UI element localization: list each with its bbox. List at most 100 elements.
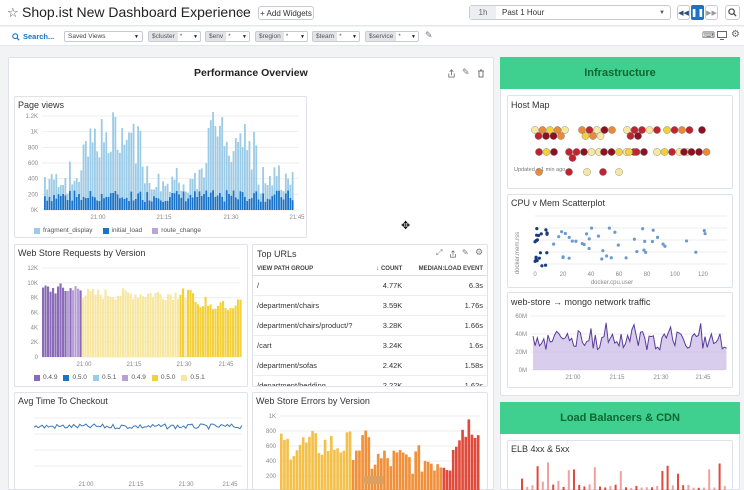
table-row[interactable]: /department/sofas 2.42K 1.58s <box>253 355 487 376</box>
bar-requests <box>104 289 107 357</box>
bar-initial-load <box>107 196 110 210</box>
host-hexagon <box>596 132 605 140</box>
bar-fragment-display <box>96 151 99 201</box>
scatter-point <box>570 239 574 243</box>
table-row[interactable]: /cart 3.24K 1.6s <box>253 335 487 356</box>
bar-errors <box>289 459 293 490</box>
host-hexagon <box>599 168 607 176</box>
col-count[interactable]: ↓ COUNT <box>368 263 407 276</box>
forward-button[interactable]: ▶▶ <box>705 5 718 20</box>
page-views-widget[interactable] <box>14 96 307 238</box>
y-tick-label: 400 <box>266 459 277 465</box>
bar-initial-load <box>219 192 221 210</box>
bar-initial-load <box>64 195 67 210</box>
legend-label: route_change <box>161 227 201 234</box>
edit-group-pencil-icon[interactable]: ✎ <box>462 67 470 77</box>
time-range-selector[interactable]: 1h Past 1 Hour ▼ <box>469 5 671 20</box>
y-tick-label: 200 <box>266 474 277 480</box>
template-var-cluster[interactable]: $cluster * ▼ <box>148 31 201 42</box>
zoom-search-button[interactable] <box>725 5 740 20</box>
bar-initial-load <box>69 190 71 210</box>
bar-errors <box>426 461 430 490</box>
col-median[interactable]: MEDIAN:LOAD EVENT <box>406 263 487 276</box>
keyboard-icon[interactable]: ⌨ <box>702 30 715 40</box>
scatter-widget[interactable] <box>507 194 733 288</box>
host-hexagon <box>565 148 573 156</box>
rewind-button[interactable]: ◀◀ <box>677 5 690 20</box>
bar-initial-load <box>128 200 130 210</box>
var-name-env: $env <box>206 32 227 41</box>
search-label: Search... <box>23 32 55 41</box>
bar-initial-load <box>187 198 189 210</box>
template-var-env[interactable]: $env * ▼ <box>205 31 250 42</box>
bar-initial-load <box>196 196 199 210</box>
scatter-point <box>607 226 611 230</box>
bar-fragment-display <box>239 133 242 192</box>
x-tick-label: 120 <box>698 272 709 278</box>
bar-elb <box>567 470 570 490</box>
edit-pencil-icon[interactable]: ✎ <box>462 248 469 257</box>
bar-initial-load <box>273 194 276 210</box>
time-range-caret-icon: ▼ <box>659 9 665 16</box>
tv-mode-icon[interactable] <box>717 31 727 40</box>
pause-button[interactable]: ❚❚ <box>691 5 704 20</box>
bar-fragment-display <box>59 185 62 197</box>
cell-median: 1.66s <box>406 315 487 336</box>
bar-errors <box>367 437 371 490</box>
bar-fragment-display <box>262 166 264 194</box>
bar-requests <box>149 293 152 357</box>
drag-handle[interactable] <box>364 476 384 484</box>
host-hexagon <box>653 126 661 134</box>
saved-views-select[interactable]: Saved Views ▼ <box>64 31 143 42</box>
checkout-widget[interactable] <box>14 392 248 490</box>
bar-fragment-display <box>287 178 289 191</box>
table-row[interactable]: /department/chairs/product/? 3.28K 1.66s <box>253 315 487 336</box>
table-row[interactable]: /department/chairs 3.59K 1.76s <box>253 295 487 316</box>
share-icon[interactable] <box>447 69 456 78</box>
bar-fragment-display <box>250 169 253 199</box>
title-chevron-down-icon[interactable]: ⌄ <box>237 6 246 17</box>
x-tick-label: 21:15 <box>128 482 144 488</box>
bar-fragment-display <box>275 176 278 191</box>
bar-initial-load <box>169 197 171 210</box>
top-urls-table: VIEW PATH GROUP ↓ COUNT MEDIAN:LOAD EVEN… <box>253 263 487 386</box>
bar-fragment-display <box>128 132 130 201</box>
widget-gear-icon[interactable]: ⚙ <box>475 247 484 257</box>
template-var-team[interactable]: $team * ▼ <box>312 31 360 42</box>
col-view-path[interactable]: VIEW PATH GROUP <box>253 263 369 276</box>
legend-label: 0.5.0 <box>72 374 87 381</box>
delete-trash-icon[interactable] <box>477 69 485 78</box>
bar-initial-load <box>109 193 112 210</box>
bar-errors <box>445 470 449 490</box>
table-row[interactable]: /department/bedding 2.22K 1.62s <box>253 375 487 386</box>
bar-requests <box>179 294 182 357</box>
bar-fragment-display <box>191 178 194 198</box>
search-box[interactable]: Search... <box>12 31 56 42</box>
top-urls-widget[interactable]: Top URLs ⤢ ✎ ⚙ VIEW PATH GROUP ↓ COUNT M… <box>252 244 488 387</box>
favorite-star-icon[interactable]: ☆ <box>7 5 19 20</box>
add-widgets-button[interactable]: + Add Widgets <box>258 6 314 20</box>
cell-count: 3.28K <box>368 315 407 336</box>
edit-vars-pencil-icon[interactable]: ✎ <box>425 30 433 40</box>
template-var-region[interactable]: $region * ▼ <box>255 31 308 42</box>
var-name-cluster: $cluster <box>149 32 178 41</box>
bar-errors <box>311 430 314 490</box>
bar-elb <box>526 486 529 490</box>
bar-requests <box>102 298 105 357</box>
share-icon[interactable] <box>449 250 457 258</box>
bar-fragment-display <box>169 191 171 198</box>
var-value-service: * <box>398 33 401 40</box>
host-map <box>531 126 711 176</box>
bar-initial-load <box>264 201 267 210</box>
table-row[interactable]: /4.77K 6.3s <box>253 275 487 296</box>
settings-gear-icon[interactable]: ⚙ <box>731 29 740 40</box>
bar-initial-load <box>250 198 253 210</box>
scatter-point <box>616 243 620 247</box>
saved-views-caret-icon: ▼ <box>134 33 139 40</box>
template-var-service[interactable]: $service * ▼ <box>365 31 419 42</box>
expand-icon[interactable]: ⤢ <box>436 248 443 257</box>
host-hexagon <box>632 148 641 156</box>
bar-initial-load <box>155 197 158 210</box>
bar-errors <box>286 438 289 490</box>
cell-count: 2.42K <box>368 355 407 376</box>
